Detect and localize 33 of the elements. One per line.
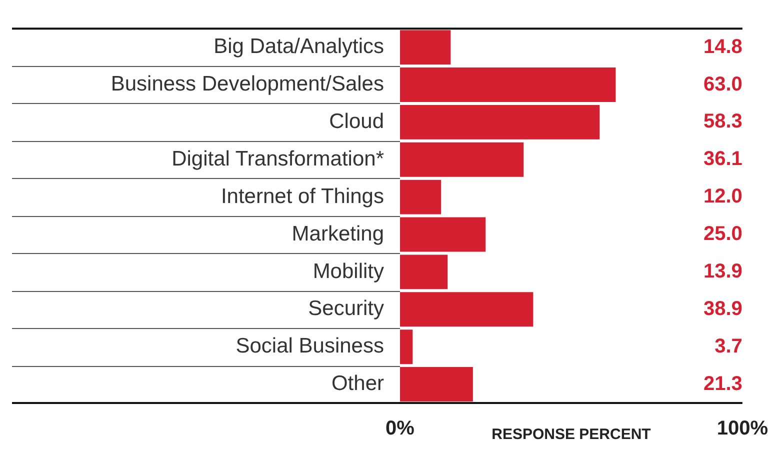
- y-tick-label: Internet of Things: [220, 184, 384, 208]
- data-label: 25.0: [703, 223, 742, 246]
- bar: [400, 330, 413, 364]
- bar: [400, 292, 534, 327]
- y-tick-label: Social Business: [236, 334, 384, 358]
- y-tick-label: Mobility: [312, 260, 384, 283]
- data-label: 14.8: [703, 36, 742, 58]
- y-tick-label: Digital Transformation*: [172, 147, 384, 170]
- bar: [400, 217, 486, 252]
- data-label: 38.9: [703, 298, 742, 320]
- x-tick-label: 100%: [716, 418, 768, 440]
- y-tick-label: Cloud: [329, 110, 384, 133]
- y-tick-label: Big Data/Analytics: [214, 35, 384, 58]
- bar: [400, 367, 473, 402]
- y-tick-label: Business Development/Sales: [110, 72, 384, 96]
- y-tick-label: Other: [331, 372, 384, 396]
- y-tick-label: Marketing: [292, 222, 384, 246]
- x-axis-title: RESPONSE PERCENT: [492, 426, 651, 444]
- data-label: 36.1: [703, 148, 742, 170]
- bar: [400, 68, 616, 102]
- bar: [400, 180, 442, 214]
- data-label: 63.0: [703, 73, 742, 96]
- y-tick-label: Security: [308, 297, 384, 320]
- bar: [400, 30, 451, 65]
- bar: [400, 254, 448, 290]
- data-label: 58.3: [703, 110, 742, 133]
- data-label: 13.9: [703, 260, 742, 282]
- x-tick-label: 0%: [386, 418, 415, 440]
- data-label: 12.0: [703, 186, 742, 208]
- bar: [400, 104, 600, 140]
- bar: [400, 142, 524, 177]
- data-label: 21.3: [703, 372, 742, 395]
- data-label: 3.7: [714, 335, 742, 358]
